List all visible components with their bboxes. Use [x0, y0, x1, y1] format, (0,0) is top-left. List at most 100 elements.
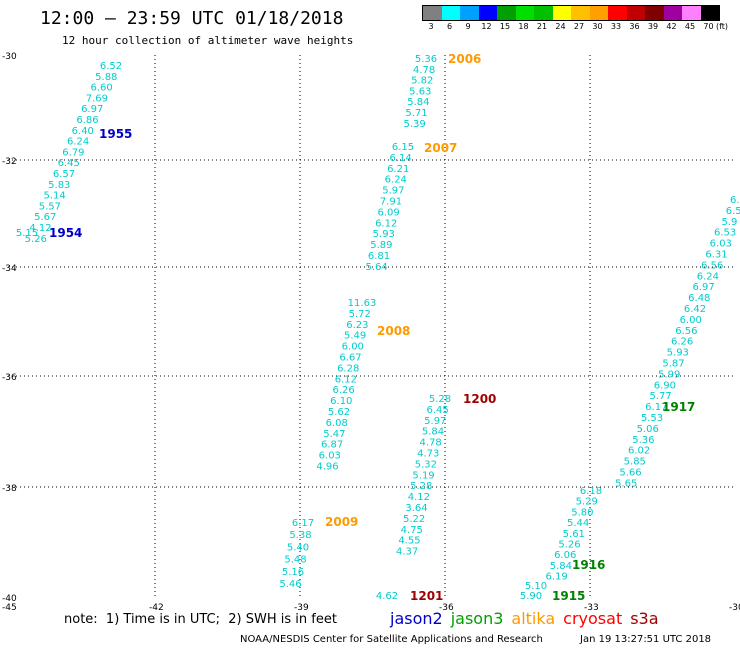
- legend-swatch: [478, 6, 497, 20]
- wave-height-value: 5.97: [424, 416, 446, 427]
- wave-height-value: 4.37: [396, 547, 418, 558]
- latitude-label: -40: [2, 594, 17, 604]
- wave-height-value: 5.77: [649, 391, 671, 402]
- wave-height-value: 5.87: [662, 359, 684, 370]
- legend-tick-label: 36: [629, 22, 640, 31]
- page-subtitle: 12 hour collection of altimeter wave hei…: [62, 34, 354, 47]
- wave-height-value: 6.03: [710, 239, 732, 250]
- legend-tick-label: 6: [446, 22, 453, 31]
- wave-height-value: 5.28: [410, 481, 432, 492]
- legend-swatch: [497, 6, 516, 20]
- wave-height-value: 6.1: [730, 195, 740, 206]
- legend-swatch: [460, 6, 479, 20]
- wave-height-value: 5.63: [409, 86, 431, 97]
- wave-height-value: 5.89: [370, 240, 392, 251]
- wave-height-value: 5.93: [667, 348, 689, 359]
- legend-swatch: [608, 6, 627, 20]
- pass-time-label: 1201: [410, 589, 443, 603]
- wave-height-value: 5.99: [658, 369, 680, 380]
- wave-height-value: 6.03: [319, 451, 341, 462]
- wave-height-value: 5.71: [405, 108, 427, 119]
- wave-height-value: 6.52: [100, 61, 122, 72]
- wave-height-value: 6.45: [58, 158, 80, 169]
- legend-tick-label: 27: [573, 22, 585, 31]
- pass-time-label: 1200: [463, 392, 496, 406]
- wave-height-value: 6.90: [654, 380, 676, 391]
- wave-height-value: 6.24: [697, 271, 719, 282]
- pass-time-label: 1954: [49, 226, 82, 240]
- legend-swatch: [423, 6, 442, 20]
- wave-height-value: 6.86: [76, 115, 98, 126]
- wave-height-value: 5.61: [563, 529, 585, 540]
- wave-height-value: 4.78: [419, 438, 441, 449]
- wave-height-value: 6.31: [705, 250, 727, 261]
- wave-height-value: 6.00: [342, 342, 364, 353]
- pass-time-label: 1917: [662, 400, 695, 414]
- latitude-label: -34: [2, 264, 17, 274]
- wave-height-value: 5.83: [48, 180, 70, 191]
- wave-height-value: 5.53: [641, 413, 663, 424]
- mission-name-cryosat: cryosat: [563, 609, 623, 628]
- wave-height-value: 6.00: [680, 315, 702, 326]
- pass-time-label: 2009: [325, 515, 358, 529]
- legend-tick-label: 21: [536, 22, 548, 31]
- legend-tick-label: 9: [465, 22, 471, 31]
- wave-height-value: 6.10: [330, 396, 352, 407]
- legend-tick-label: 18: [518, 22, 529, 31]
- wave-height-value: 3.64: [405, 503, 427, 514]
- wave-height-value: 5.19: [412, 470, 434, 481]
- wave-height-value: 6.24: [385, 175, 407, 186]
- wave-height-value: 6.87: [321, 440, 343, 451]
- legend-swatch: [441, 6, 460, 20]
- wave-height-value: 4.75: [401, 525, 423, 536]
- mission-name-jason3: jason3: [450, 609, 504, 628]
- wave-height-value: 6.23: [346, 320, 368, 331]
- wave-height-value: 5.88: [95, 72, 117, 83]
- wave-height-value: 6.15: [392, 142, 414, 153]
- wave-height-value: 11.63: [348, 298, 377, 309]
- pass-time-label: 1915: [552, 589, 585, 603]
- wave-height-value: 5.29: [576, 497, 598, 508]
- wave-height-value: 4.12: [29, 223, 51, 234]
- legend-swatch: [552, 6, 571, 20]
- wave-height-value: 6.14: [389, 153, 411, 164]
- legend-swatch: [663, 6, 682, 20]
- wave-height-value: 6.17: [645, 402, 667, 413]
- pass-time-label: 2008: [377, 324, 410, 338]
- pass-time-label: 2007: [424, 141, 457, 155]
- wave-height-value: 6.56: [675, 326, 697, 337]
- wave-height-value: 5.65: [615, 478, 637, 489]
- wave-height-value: 6.57: [53, 169, 75, 180]
- wave-height-value: 5.67: [34, 212, 56, 223]
- wave-height-value: 5.62: [328, 407, 350, 418]
- wave-height-value: 6.08: [326, 418, 348, 429]
- wave-height-value: 6.48: [688, 293, 710, 304]
- wave-height-value: 5.38: [289, 530, 311, 541]
- wave-height-value: 6.53: [714, 228, 736, 239]
- longitude-label: -39: [294, 603, 309, 613]
- altimeter-tracks: 6.525.886.607.696.976.866.406.246.796.45…: [16, 52, 740, 603]
- legend-tick-label: 42: [666, 22, 677, 31]
- legend-tick-label: 70: [703, 22, 714, 31]
- latitude-label: -38: [2, 484, 17, 494]
- wave-height-value: 5.66: [619, 468, 641, 479]
- pass-time-label: 2006: [448, 52, 481, 66]
- wave-height-value: 5.39: [403, 119, 425, 130]
- legend-tick-label: 12: [481, 22, 492, 31]
- wave-height-value: 6.28: [337, 363, 359, 374]
- wave-height-value: 5.48: [284, 555, 306, 566]
- legend-tick-label: (ft): [715, 22, 729, 31]
- wave-height-value: 6.5: [726, 206, 740, 217]
- wave-height-value: 5.40: [287, 542, 309, 553]
- mission-name-s3a: s3a: [630, 609, 659, 628]
- longitude-label: -33: [584, 603, 599, 613]
- wave-height-value: 5.84: [407, 97, 429, 108]
- longitude-label: -30: [729, 603, 740, 613]
- wave-height-value: 5.47: [323, 429, 345, 440]
- legend-tick-label: 30: [592, 22, 603, 31]
- wave-height-value: 6.79: [62, 147, 84, 158]
- wave-height-value: 6.26: [332, 385, 354, 396]
- wave-height-value: 5.82: [411, 76, 433, 87]
- wave-height-value: 5.14: [43, 191, 65, 202]
- wave-height-value: 6.06: [554, 550, 576, 561]
